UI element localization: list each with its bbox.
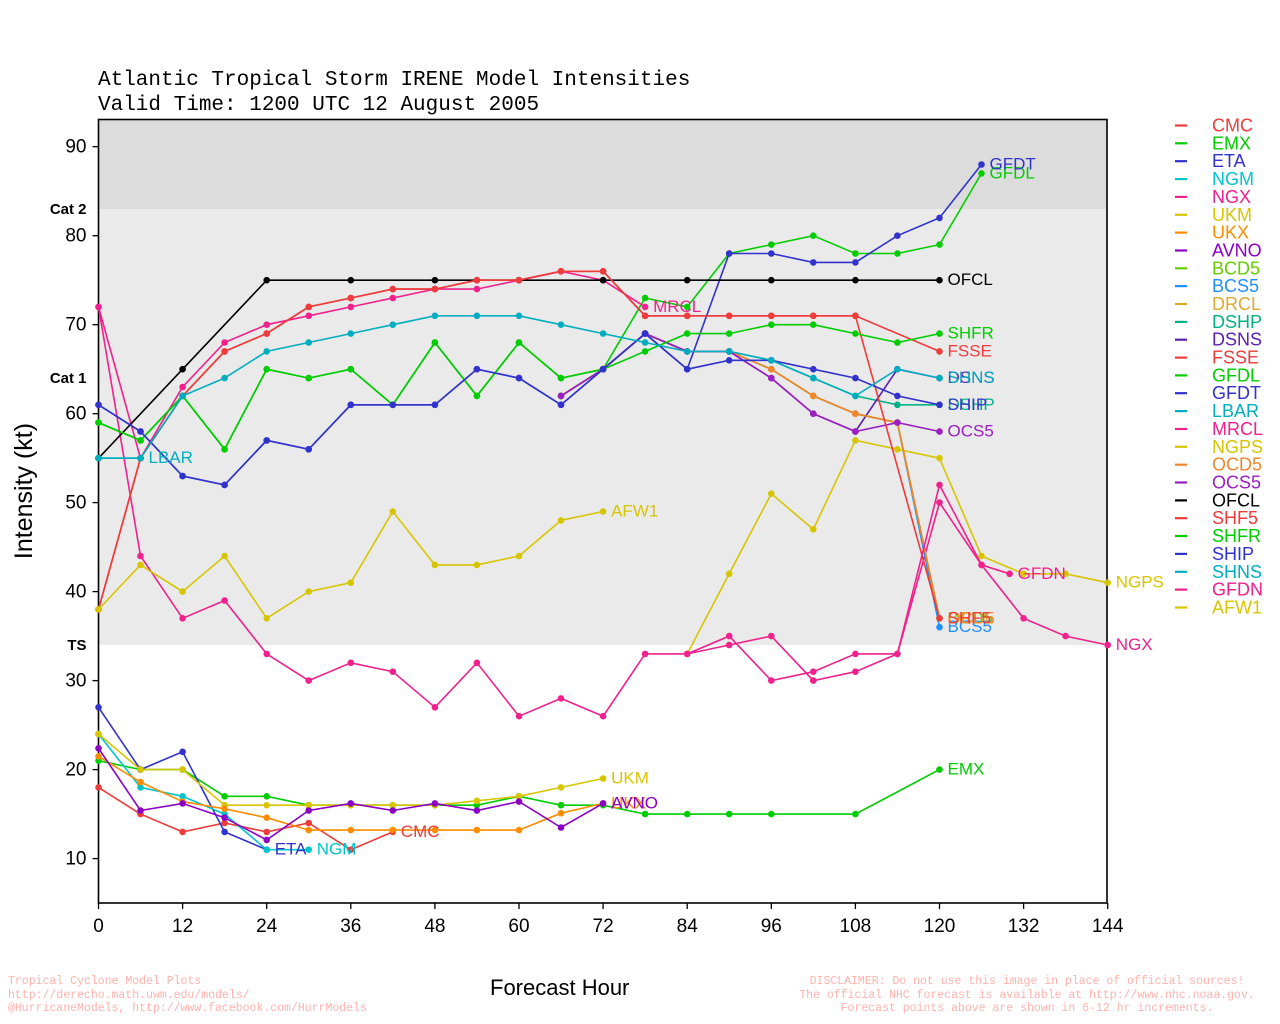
svg-text:36: 36 (340, 916, 361, 937)
svg-text:NGM: NGM (317, 840, 357, 859)
svg-text:144: 144 (1092, 916, 1124, 937)
svg-text:72: 72 (593, 916, 614, 937)
svg-text:TS: TS (67, 637, 86, 654)
svg-text:24: 24 (256, 916, 278, 937)
svg-text:GFDT: GFDT (990, 155, 1036, 174)
svg-text:AVNO: AVNO (611, 793, 658, 812)
svg-text:50: 50 (65, 493, 86, 514)
svg-text:FSSE: FSSE (948, 341, 992, 360)
svg-text:10: 10 (65, 849, 86, 870)
svg-text:20: 20 (65, 760, 86, 781)
svg-text:Cat 1: Cat 1 (50, 370, 87, 387)
svg-text:0: 0 (93, 916, 104, 937)
svg-text:60: 60 (508, 916, 529, 937)
svg-text:CMC: CMC (401, 822, 440, 841)
svg-text:48: 48 (424, 916, 445, 937)
svg-text:108: 108 (840, 916, 872, 937)
svg-text:AFW1: AFW1 (1212, 598, 1262, 618)
svg-text:40: 40 (65, 582, 86, 603)
svg-text:80: 80 (65, 226, 86, 247)
svg-text:UKM: UKM (611, 769, 649, 788)
svg-text:SHF5: SHF5 (948, 608, 991, 627)
svg-text:30: 30 (65, 671, 86, 692)
svg-text:NGX: NGX (1116, 635, 1153, 654)
svg-text:90: 90 (65, 137, 86, 158)
svg-text:OFCL: OFCL (948, 270, 993, 289)
svg-text:OCS5: OCS5 (948, 422, 994, 441)
svg-text:84: 84 (677, 916, 699, 937)
svg-text:LBAR: LBAR (149, 448, 193, 467)
svg-text:60: 60 (65, 404, 86, 425)
svg-text:SHIP: SHIP (948, 395, 988, 414)
svg-text:SHNS: SHNS (948, 368, 995, 387)
svg-text:ETA: ETA (275, 840, 307, 859)
svg-text:132: 132 (1008, 916, 1040, 937)
svg-text:NGPS: NGPS (1116, 573, 1164, 592)
svg-text:Cat 2: Cat 2 (50, 201, 87, 218)
svg-text:120: 120 (924, 916, 956, 937)
svg-text:MRCL: MRCL (653, 297, 701, 316)
svg-text:12: 12 (172, 916, 193, 937)
svg-text:AFW1: AFW1 (611, 502, 658, 521)
svg-text:70: 70 (65, 315, 86, 336)
svg-text:GFDN: GFDN (1018, 564, 1066, 583)
svg-text:96: 96 (761, 916, 782, 937)
svg-text:SHFR: SHFR (948, 324, 994, 343)
svg-text:EMX: EMX (948, 760, 985, 779)
